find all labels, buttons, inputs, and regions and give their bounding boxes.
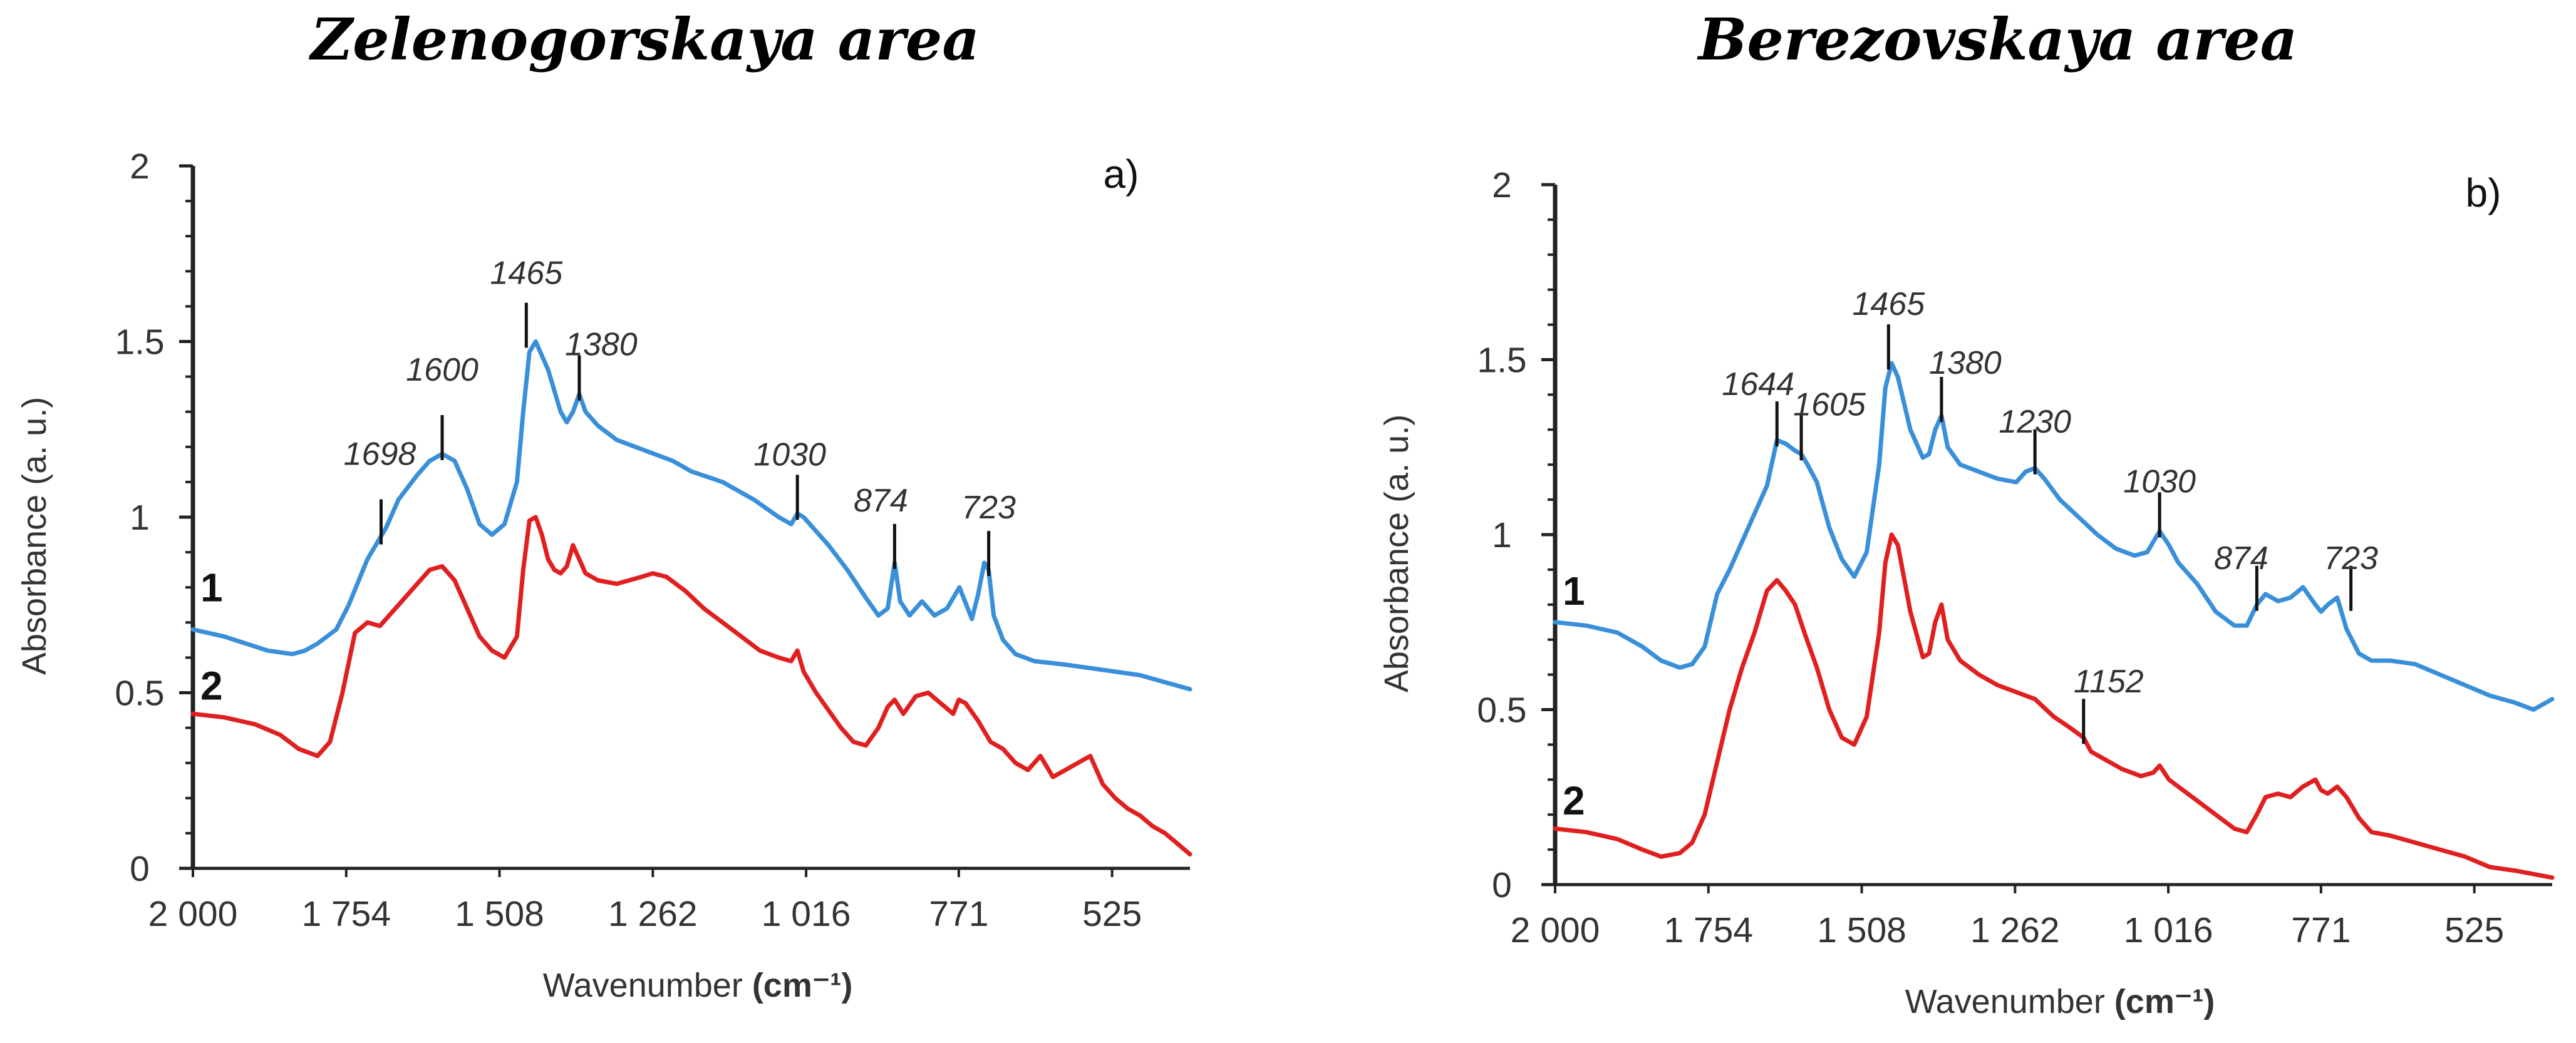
panel-a-y-tick-label: 0 [130,849,150,889]
panel-b-y-axis-label: Absorbance (a. u.) [1378,414,1415,692]
panel-b-y-tick-label: 0.5 [1477,691,1526,731]
panel-a-peak-label-723: 723 [961,490,1016,526]
panel-b-peak-label-1644: 1644 [1722,366,1794,403]
panel-a-x-tick-label: 1 508 [455,894,544,934]
panel-b-x-tick-label: 2 000 [1511,910,1600,950]
panel-b-x-tick-label: 1 754 [1663,910,1753,950]
panel-b-peak-label-1030: 1030 [2123,463,2196,500]
panel-b-y-tick-label: 2 [1492,165,1512,205]
panel-a-x-tick-label: 771 [929,894,988,934]
panel-b-peak-label-1152: 1152 [2074,664,2144,700]
panel-a-peak-label-1698: 1698 [344,436,416,473]
panel-a-series-2-line [190,515,1192,857]
panel-b-series-label-2: 2 [1563,778,1585,823]
panel-b-series-1-line [1553,361,2555,712]
panel-b-x-tick-label: 771 [2291,910,2351,950]
panel-b-peak-label-1605: 1605 [1793,386,1866,423]
panel-a-series-1-line [190,339,1192,692]
panel-a-peak-label-1465: 1465 [490,255,563,292]
panel-a-y-tick-label: 1.5 [115,322,164,362]
panel-b-peak-label-1230: 1230 [1999,404,2071,440]
panel-a-series-label-2: 2 [200,664,223,709]
panel-a-x-tick-label: 1 016 [762,894,851,934]
panel-b-x-tick-label: 1 262 [1970,910,2060,950]
panel-a-y-axis-label: Absorbance (a. u.) [16,397,53,675]
panel-b-series-label-1: 1 [1563,568,1585,614]
panel-b-x-tick-label: 1 016 [2124,910,2213,950]
panel-b-peak-label-1465: 1465 [1852,286,1925,322]
panel-b-y-tick-label: 0 [1492,865,1512,905]
panel-a-x-tick-label: 2 000 [148,894,238,934]
panel-b-peak-label-723: 723 [2324,540,2378,577]
panel-b-x-tick-label: 1 508 [1817,910,1906,950]
panel-a-title: Zelenogorskaya area [308,6,980,73]
panel-a-y-tick-label: 2 [130,146,150,187]
panel-b-x-tick-label: 525 [2444,910,2504,950]
panel-a-y-tick-label: 0.5 [115,674,164,714]
panel-a-x-axis-label: Wavenumber (cm⁻¹) [543,967,853,1004]
panel-b-x-axis-label: Wavenumber (cm⁻¹) [1905,983,2215,1020]
panel-a-x-tick-label: 1 262 [608,894,698,934]
panel-b-y-tick-label: 1 [1492,515,1512,555]
panel-b-peak-label-1380: 1380 [1929,345,2002,381]
panel-a-x-tick-label: 1 754 [301,894,391,934]
panel-a-label: a) [1104,152,1139,197]
panel-a-x-tick-label: 525 [1082,894,1142,934]
panel-b-series-2-line [1553,532,2555,880]
panel-b-y-tick-label: 1.5 [1477,341,1526,381]
panel-b-label: b) [2466,170,2501,215]
panel-a-series-label-1: 1 [200,565,223,610]
panel-a-y-tick-label: 1 [130,498,150,538]
panel-a-peak-label-1030: 1030 [753,436,826,473]
panel-b-peak-label-874: 874 [2214,540,2268,577]
panel-a-peak-label-874: 874 [854,483,908,519]
panel-a-peak-label-1380: 1380 [565,327,638,363]
panel-a-peak-label-1600: 1600 [406,352,478,388]
panel-b-title: Berezovskaya area [1697,6,2298,73]
